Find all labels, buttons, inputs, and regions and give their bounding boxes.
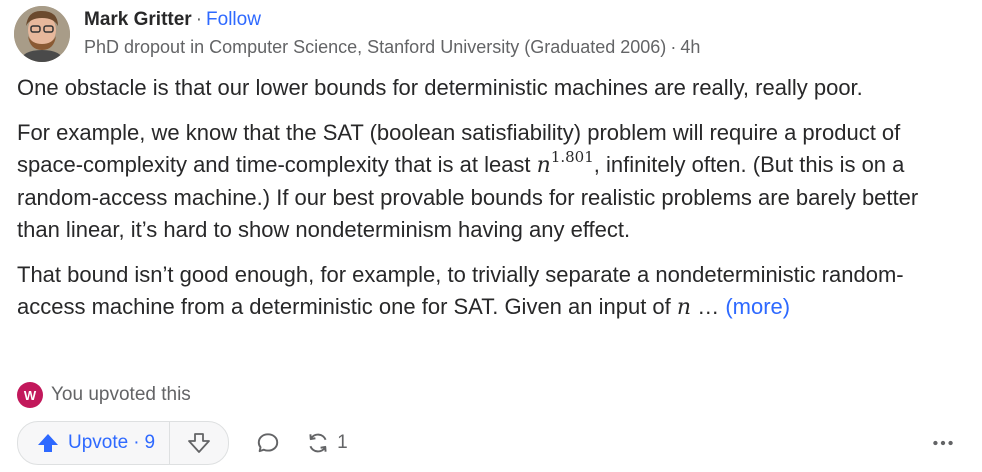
upvote-separator: · <box>133 432 140 453</box>
more-options-icon <box>933 440 953 446</box>
comment-icon <box>257 433 279 453</box>
downvote-button[interactable] <box>170 422 228 464</box>
comment-button[interactable] <box>243 422 293 464</box>
upvoted-text: You upvoted this <box>51 384 191 405</box>
p2-text-before: For example, we know that the SAT (boole… <box>17 120 901 177</box>
author-avatar[interactable] <box>14 6 70 62</box>
answer-header: Mark Gritter · Follow PhD dropout in Compu… <box>14 6 700 62</box>
upvote-label: Upvote <box>68 432 129 453</box>
upvote-button[interactable]: Upvote · 9 <box>18 422 169 464</box>
answer-paragraph-3: That bound isn’t good enough, for exampl… <box>17 259 967 324</box>
action-bar: Upvote · 9 1 <box>17 421 966 465</box>
share-icon <box>309 433 327 453</box>
upvoted-notice: W You upvoted this <box>17 382 191 408</box>
share-count: 1 <box>337 432 348 453</box>
answer-paragraph-2: For example, we know that the SAT (boole… <box>17 117 967 246</box>
credential-row: PhD dropout in Computer Science, Stanfor… <box>84 34 700 60</box>
name-dot-separator: · <box>195 9 203 30</box>
math-base: n <box>536 153 551 178</box>
math-variable: n <box>676 295 692 320</box>
follow-button[interactable]: Follow <box>206 9 261 30</box>
vote-group: Upvote · 9 <box>17 421 230 465</box>
author-meta: Mark Gritter · Follow PhD dropout in Compu… <box>84 8 700 60</box>
user-badge-icon: W <box>17 382 43 408</box>
p3-ellipsis: … <box>691 294 720 319</box>
author-credential[interactable]: PhD dropout in Computer Science, Stanfor… <box>84 37 667 57</box>
answer-paragraph-1: One obstacle is that our lower bounds fo… <box>17 75 863 100</box>
math-exponent: 1.801 <box>550 148 594 166</box>
answer-timestamp[interactable]: 4h <box>680 37 701 57</box>
more-options-button[interactable] <box>920 422 966 464</box>
answer-content[interactable]: One obstacle is that our lower bounds fo… <box>17 72 967 337</box>
upvote-arrow-icon <box>38 434 58 452</box>
upvote-count: 9 <box>144 432 156 453</box>
p2-text-after: , infinitely often. (But this is on a ra… <box>17 152 919 242</box>
share-button[interactable]: 1 <box>293 422 360 464</box>
math-expression: n1.801 <box>536 150 594 179</box>
name-row: Mark Gritter · Follow <box>84 8 700 32</box>
downvote-arrow-icon <box>188 433 211 453</box>
vote-divider <box>169 422 171 464</box>
more-link[interactable]: (more) <box>725 294 791 319</box>
author-name[interactable]: Mark Gritter <box>84 9 192 30</box>
credential-dot-separator: · <box>670 37 677 57</box>
p3-text-before: That bound isn’t good enough, for exampl… <box>17 262 904 319</box>
